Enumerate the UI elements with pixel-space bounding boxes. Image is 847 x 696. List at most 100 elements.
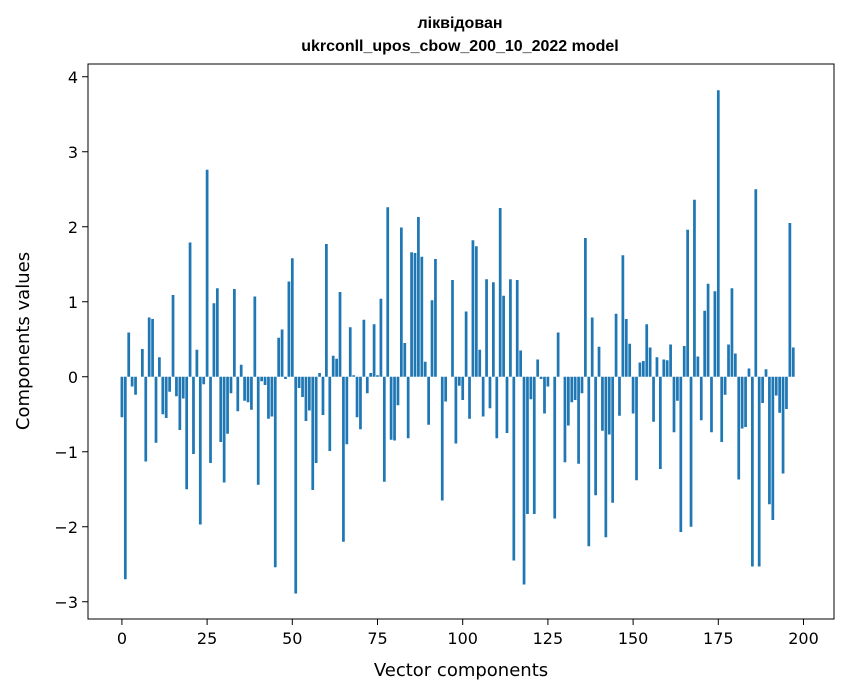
bar-73	[369, 373, 373, 377]
x-tick-label: 150	[618, 629, 649, 648]
bar-137	[587, 376, 591, 547]
bar-65	[342, 376, 345, 542]
bar-95	[444, 376, 448, 402]
bar-190	[768, 376, 771, 505]
bar-116	[515, 280, 519, 377]
bar-173	[710, 376, 713, 433]
bar-88	[420, 256, 424, 377]
bar-33	[233, 289, 236, 377]
bar-23	[198, 376, 202, 525]
bar-169	[696, 356, 700, 377]
bar-26	[209, 376, 212, 463]
bar-42	[263, 376, 267, 385]
chart-title-line1: ліквідован	[417, 15, 502, 32]
bar-195	[785, 376, 788, 409]
bar-193	[778, 376, 782, 413]
bar-54	[304, 376, 308, 421]
bar-51	[294, 376, 298, 594]
bar-99	[457, 376, 461, 386]
bar-175	[716, 90, 720, 377]
bar-35	[239, 364, 243, 377]
bar-188	[761, 376, 764, 403]
bar-184	[747, 368, 751, 377]
bar-167	[689, 376, 693, 527]
bar-111	[498, 208, 502, 377]
bar-75	[376, 375, 379, 377]
bar-87	[417, 217, 420, 377]
bar-106	[481, 376, 485, 417]
bar-166	[686, 229, 689, 377]
bar-104	[474, 246, 478, 377]
bar-49	[287, 281, 291, 377]
bar-77	[382, 376, 386, 482]
bar-86	[413, 253, 417, 377]
bar-61	[328, 376, 332, 451]
bar-48	[284, 376, 287, 379]
y-tick-label: −3	[54, 593, 78, 612]
bar-103	[471, 240, 475, 377]
bar-39	[253, 296, 257, 377]
bar-1	[123, 376, 127, 580]
bar-136	[584, 238, 587, 377]
bar-180	[733, 353, 737, 377]
bar-131	[566, 376, 570, 426]
bar-2	[127, 332, 131, 377]
bar-153	[641, 361, 645, 377]
bar-170	[699, 376, 703, 421]
x-axis-ticks: 0 25 50 75 100 125 150 175 200	[117, 619, 819, 648]
bar-30	[222, 376, 226, 483]
bar-3	[130, 376, 134, 387]
bar-44	[270, 376, 274, 417]
bar-16	[175, 376, 178, 397]
bar-12	[161, 376, 165, 415]
bar-59	[321, 376, 325, 415]
plot-area	[87, 63, 835, 620]
bar-154	[645, 324, 649, 377]
bar-6	[140, 349, 144, 377]
y-tick-label: 3	[68, 143, 78, 162]
bar-121	[532, 376, 536, 514]
y-tick-label: −2	[54, 518, 78, 537]
bar-62	[331, 355, 335, 377]
bar-66	[345, 376, 349, 445]
y-axis-ticks: −3 −2 −1 0 1 2 3 4	[54, 68, 88, 612]
bar-179	[730, 288, 734, 377]
bar-79	[389, 376, 393, 440]
bar-117	[519, 350, 523, 377]
bar-45	[273, 376, 277, 568]
bar-147	[621, 255, 625, 377]
bar-69	[355, 376, 359, 418]
bar-158	[659, 376, 662, 469]
bar-22	[195, 349, 199, 377]
bar-174	[713, 291, 717, 377]
x-tick-label: 75	[367, 629, 387, 648]
bar-81	[396, 376, 400, 406]
x-tick-label: 100	[447, 629, 478, 648]
bar-78	[386, 207, 390, 377]
bar-141	[601, 376, 604, 431]
bar-127	[553, 376, 557, 519]
bar-24	[202, 376, 206, 385]
y-tick-label: 1	[68, 293, 78, 312]
bar-157	[655, 357, 659, 377]
bar-182	[740, 376, 744, 429]
x-tick-label: 25	[197, 629, 217, 648]
bar-132	[570, 376, 574, 403]
bar-159	[662, 359, 666, 377]
y-tick-label: 0	[68, 368, 78, 387]
bar-112	[502, 295, 505, 377]
bar-181	[737, 376, 741, 480]
bar-187	[757, 376, 761, 567]
bar-84	[406, 376, 410, 439]
bar-120	[529, 376, 533, 400]
bar-58	[318, 373, 321, 377]
bar-80	[393, 376, 396, 441]
bar-97	[451, 280, 454, 377]
bar-52	[297, 376, 301, 388]
bar-29	[219, 376, 223, 442]
bar-134	[577, 376, 580, 464]
x-tick-label: 200	[788, 629, 819, 648]
bar-19	[185, 376, 189, 490]
bar-128	[556, 332, 560, 377]
